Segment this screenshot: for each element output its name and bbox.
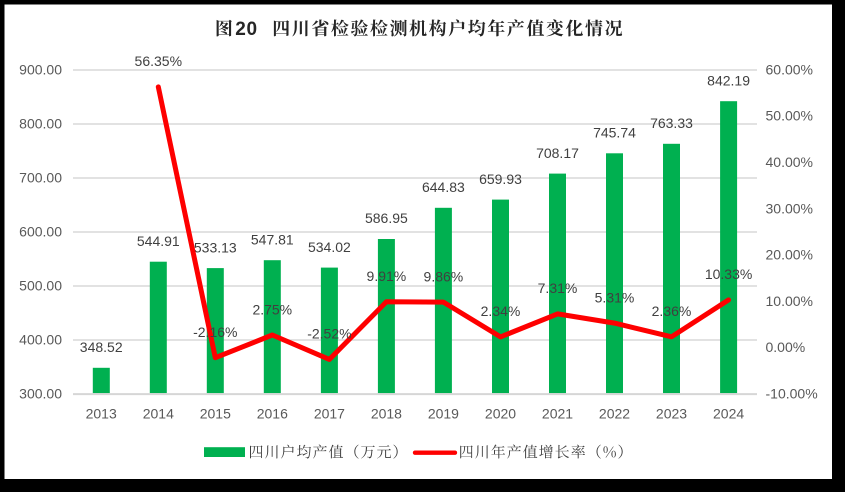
svg-text:842.19: 842.19 <box>707 72 750 88</box>
svg-text:2.34%: 2.34% <box>481 303 521 319</box>
svg-text:10.33%: 10.33% <box>705 266 752 282</box>
svg-text:20.00%: 20.00% <box>766 247 813 263</box>
svg-text:56.35%: 56.35% <box>135 53 182 69</box>
svg-text:300.00: 300.00 <box>19 385 62 401</box>
svg-text:348.52: 348.52 <box>80 339 123 355</box>
svg-text:2013: 2013 <box>86 406 117 422</box>
svg-text:400.00: 400.00 <box>19 331 62 347</box>
svg-text:659.93: 659.93 <box>479 171 522 187</box>
svg-text:-10.00%: -10.00% <box>766 385 818 401</box>
svg-text:2016: 2016 <box>257 406 288 422</box>
svg-text:2024: 2024 <box>713 406 744 422</box>
svg-text:2014: 2014 <box>143 406 174 422</box>
svg-text:2022: 2022 <box>599 406 630 422</box>
svg-text:20: 20 <box>235 19 257 40</box>
svg-text:0.00%: 0.00% <box>766 339 806 355</box>
svg-text:534.02: 534.02 <box>308 239 351 255</box>
svg-text:40.00%: 40.00% <box>766 154 813 170</box>
svg-text:2017: 2017 <box>314 406 345 422</box>
svg-text:533.13: 533.13 <box>194 239 237 255</box>
svg-text:500.00: 500.00 <box>19 277 62 293</box>
svg-text:9.91%: 9.91% <box>367 268 407 284</box>
svg-text:2023: 2023 <box>656 406 687 422</box>
svg-text:708.17: 708.17 <box>536 145 579 161</box>
svg-text:-2.16%: -2.16% <box>193 324 237 340</box>
svg-text:50.00%: 50.00% <box>766 108 813 124</box>
svg-text:2018: 2018 <box>371 406 402 422</box>
svg-text:800.00: 800.00 <box>19 115 62 131</box>
svg-text:763.33: 763.33 <box>650 115 693 131</box>
svg-text:2015: 2015 <box>200 406 231 422</box>
svg-text:2019: 2019 <box>428 406 459 422</box>
svg-text:547.81: 547.81 <box>251 231 294 247</box>
svg-text:586.95: 586.95 <box>365 210 408 226</box>
svg-text:10.00%: 10.00% <box>766 293 813 309</box>
svg-text:2.75%: 2.75% <box>252 301 292 317</box>
svg-text:600.00: 600.00 <box>19 223 62 239</box>
svg-text:9.86%: 9.86% <box>424 268 464 284</box>
svg-text:30.00%: 30.00% <box>766 200 813 216</box>
svg-text:60.00%: 60.00% <box>766 61 813 77</box>
svg-text:2021: 2021 <box>542 406 573 422</box>
svg-text:745.74: 745.74 <box>593 125 636 141</box>
svg-text:544.91: 544.91 <box>137 233 180 249</box>
svg-text:2020: 2020 <box>485 406 516 422</box>
svg-text:5.31%: 5.31% <box>595 289 635 305</box>
svg-text:2.36%: 2.36% <box>652 303 692 319</box>
svg-text:-2.52%: -2.52% <box>307 326 351 342</box>
svg-text:644.83: 644.83 <box>422 179 465 195</box>
svg-text:7.31%: 7.31% <box>538 280 578 296</box>
svg-text:700.00: 700.00 <box>19 169 62 185</box>
svg-text:900.00: 900.00 <box>19 61 62 77</box>
